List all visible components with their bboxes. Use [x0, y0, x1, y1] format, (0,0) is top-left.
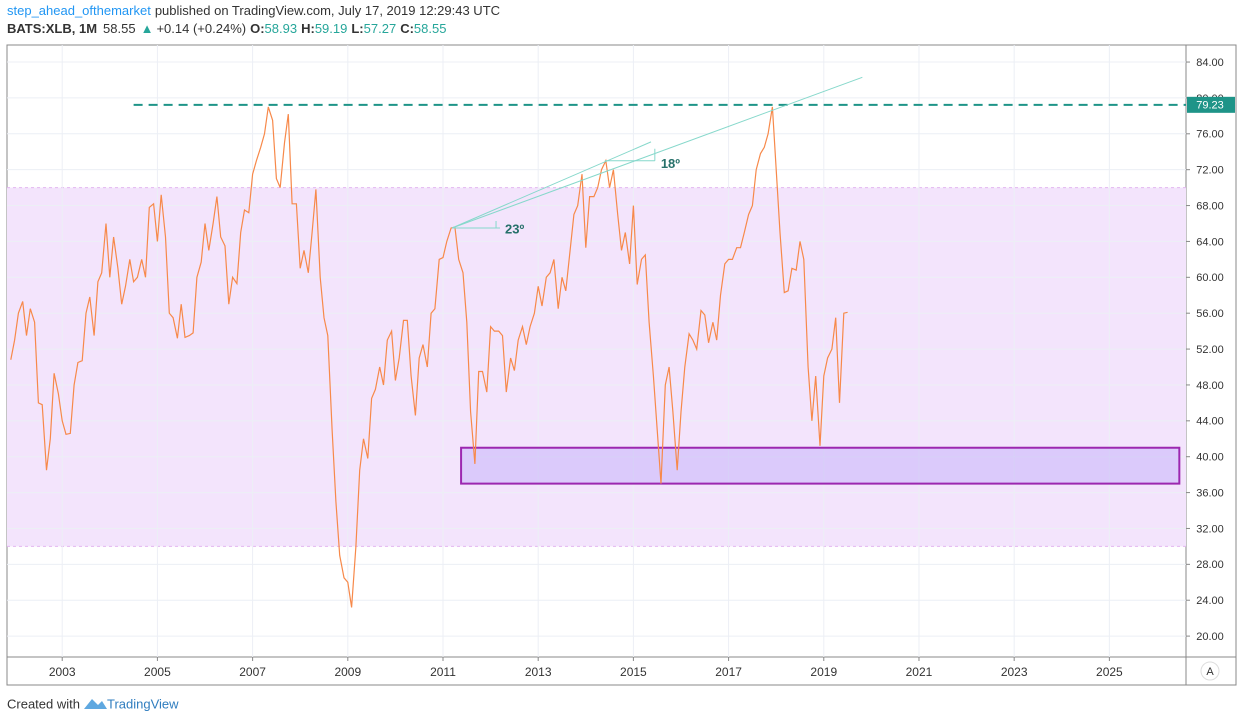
symbol-line: BATS:XLB, 1M 58.55 ▲ +0.14 (+0.24%) O:58.93 H…	[7, 21, 446, 36]
y-tick-label: 32.00	[1196, 523, 1224, 535]
price-label-bg	[1187, 96, 1235, 113]
price: 58.55	[103, 21, 136, 36]
y-tick-label: 60.00	[1196, 272, 1224, 284]
symbol: BATS:XLB, 1M	[7, 21, 97, 36]
angle-label: 23º	[505, 221, 524, 236]
up-arrow: ▲	[141, 21, 154, 36]
y-tick-label: 36.00	[1196, 487, 1224, 499]
trendline	[451, 141, 652, 229]
x-tick-label: 2007	[239, 665, 266, 679]
x-tick-label: 2009	[334, 665, 361, 679]
x-tick-label: 2005	[144, 665, 171, 679]
x-tick-label: 2019	[810, 665, 837, 679]
angle-label: 18º	[661, 156, 680, 171]
band	[7, 187, 1186, 547]
ohlc-label: H:	[301, 21, 315, 36]
y-tick-label: 52.00	[1196, 344, 1224, 356]
author[interactable]: step_ahead_ofthemarket	[7, 3, 151, 18]
ohlc-value: 59.19	[315, 21, 348, 36]
y-tick-label: 24.00	[1196, 595, 1224, 607]
y-tick-label: 44.00	[1196, 416, 1224, 428]
y-tick-label: 48.00	[1196, 380, 1224, 392]
trendline	[451, 76, 863, 229]
ohlc-label: O:	[250, 21, 264, 36]
change: +0.14 (+0.24%)	[156, 21, 246, 36]
y-tick-label: 72.00	[1196, 165, 1224, 177]
angle-marker	[604, 148, 656, 162]
x-tick-label: 2011	[430, 665, 456, 679]
ohlc-value: 58.93	[265, 21, 298, 36]
y-tick-label: 28.00	[1196, 559, 1224, 571]
header-line: step_ahead_ofthemarket published on Tradi…	[7, 3, 500, 18]
tv-logo	[84, 699, 107, 709]
ohlc-label: L:	[351, 21, 363, 36]
price-line	[10, 106, 848, 608]
y-tick-label: 76.00	[1196, 129, 1224, 141]
x-tick-label: 2023	[1001, 665, 1028, 679]
x-tick-label: 2015	[620, 665, 647, 679]
y-tick-label: 64.00	[1196, 236, 1224, 248]
x-tick-label: 2013	[525, 665, 552, 679]
x-tick-label: 2017	[715, 665, 742, 679]
x-tick-label: 2003	[49, 665, 76, 679]
angle-marker	[452, 220, 501, 229]
scale-button[interactable]: A	[1206, 666, 1214, 678]
plot: 23º 18º	[7, 45, 1186, 657]
y-tick-label: 40.00	[1196, 452, 1224, 464]
y-tick-label: 56.00	[1196, 308, 1224, 320]
ohlc-value: 57.27	[364, 21, 397, 36]
y-tick-label: 84.00	[1196, 57, 1224, 69]
x-tick-label: 2025	[1096, 665, 1123, 679]
scale-button-bg[interactable]	[1200, 661, 1220, 681]
published: published on TradingView.com, July 17, 2…	[155, 3, 500, 18]
zone-box	[460, 446, 1181, 485]
y-tick-label: 68.00	[1196, 200, 1224, 212]
ohlc-label: C:	[400, 21, 414, 36]
created-with: Created with	[7, 696, 80, 711]
x-tick-label: 2021	[906, 665, 933, 679]
brand[interactable]: TradingView	[107, 696, 179, 711]
y-tick-label: 20.00	[1196, 631, 1224, 643]
price-label: 79.23	[1196, 100, 1224, 112]
ohlc-value: 58.55	[414, 21, 447, 36]
